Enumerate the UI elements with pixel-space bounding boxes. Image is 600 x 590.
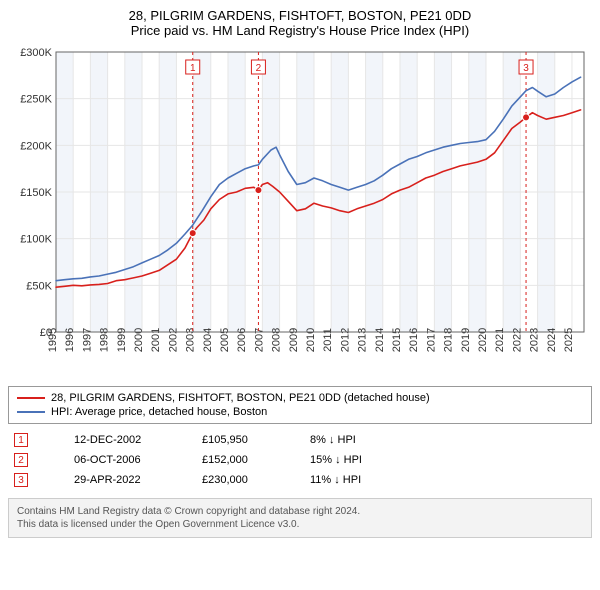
- chart-area: £0£50K£100K£150K£200K£250K£300K199519961…: [8, 42, 592, 382]
- legend-item: 28, PILGRIM GARDENS, FISHTOFT, BOSTON, P…: [17, 391, 583, 405]
- svg-text:2004: 2004: [202, 328, 214, 352]
- svg-text:2007: 2007: [253, 328, 265, 352]
- sale-price: £105,950: [202, 434, 272, 446]
- svg-text:1996: 1996: [64, 328, 76, 352]
- sale-date: 29-APR-2022: [74, 474, 164, 486]
- footer-line: This data is licensed under the Open Gov…: [17, 518, 583, 531]
- svg-text:£200K: £200K: [20, 140, 52, 152]
- legend-swatch: [17, 411, 45, 413]
- svg-text:2022: 2022: [511, 328, 523, 352]
- svg-text:2008: 2008: [271, 328, 283, 352]
- svg-text:2: 2: [256, 63, 262, 74]
- sale-row: 2 06-OCT-2006 £152,000 15% ↓ HPI: [8, 450, 592, 470]
- title-block: 28, PILGRIM GARDENS, FISHTOFT, BOSTON, P…: [8, 8, 592, 38]
- svg-text:2010: 2010: [305, 328, 317, 352]
- legend: 28, PILGRIM GARDENS, FISHTOFT, BOSTON, P…: [8, 386, 592, 424]
- svg-text:2001: 2001: [150, 328, 162, 352]
- chart-title: 28, PILGRIM GARDENS, FISHTOFT, BOSTON, P…: [8, 8, 592, 23]
- sale-marker-icon: 2: [14, 453, 28, 467]
- svg-text:2024: 2024: [546, 328, 558, 352]
- svg-text:2020: 2020: [477, 328, 489, 352]
- legend-label: HPI: Average price, detached house, Bost…: [51, 406, 267, 418]
- svg-text:2021: 2021: [494, 328, 506, 352]
- svg-text:£100K: £100K: [20, 234, 52, 246]
- svg-text:1998: 1998: [99, 328, 111, 352]
- svg-text:2003: 2003: [185, 328, 197, 352]
- svg-text:2002: 2002: [167, 328, 179, 352]
- svg-text:£50K: £50K: [26, 280, 52, 292]
- svg-text:£300K: £300K: [20, 47, 52, 59]
- line-chart: £0£50K£100K£150K£200K£250K£300K199519961…: [8, 42, 592, 382]
- sale-diff: 15% ↓ HPI: [310, 454, 400, 466]
- sale-price: £152,000: [202, 454, 272, 466]
- svg-text:2014: 2014: [374, 328, 386, 352]
- svg-text:2018: 2018: [443, 328, 455, 352]
- svg-text:2012: 2012: [339, 328, 351, 352]
- legend-item: HPI: Average price, detached house, Bost…: [17, 405, 583, 419]
- svg-text:1997: 1997: [81, 328, 93, 352]
- sale-date: 06-OCT-2006: [74, 454, 164, 466]
- svg-text:2016: 2016: [408, 328, 420, 352]
- svg-text:2013: 2013: [357, 328, 369, 352]
- svg-text:2005: 2005: [219, 328, 231, 352]
- chart-subtitle: Price paid vs. HM Land Registry's House …: [8, 23, 592, 38]
- svg-text:1995: 1995: [47, 328, 59, 352]
- legend-swatch: [17, 397, 45, 399]
- footer-line: Contains HM Land Registry data © Crown c…: [17, 505, 583, 518]
- sale-diff: 8% ↓ HPI: [310, 434, 400, 446]
- svg-text:2023: 2023: [529, 328, 541, 352]
- sale-diff: 11% ↓ HPI: [310, 474, 400, 486]
- svg-text:2019: 2019: [460, 328, 472, 352]
- legend-label: 28, PILGRIM GARDENS, FISHTOFT, BOSTON, P…: [51, 392, 430, 404]
- svg-text:3: 3: [523, 63, 529, 74]
- sale-marker-icon: 3: [14, 473, 28, 487]
- sale-date: 12-DEC-2002: [74, 434, 164, 446]
- sale-row: 3 29-APR-2022 £230,000 11% ↓ HPI: [8, 470, 592, 490]
- svg-text:2025: 2025: [563, 328, 575, 352]
- svg-text:2009: 2009: [288, 328, 300, 352]
- sale-row: 1 12-DEC-2002 £105,950 8% ↓ HPI: [8, 430, 592, 450]
- sales-table: 1 12-DEC-2002 £105,950 8% ↓ HPI 2 06-OCT-2006…: [8, 430, 592, 490]
- svg-text:1: 1: [190, 63, 196, 74]
- svg-text:2000: 2000: [133, 328, 145, 352]
- svg-text:£250K: £250K: [20, 94, 52, 106]
- footer-attribution: Contains HM Land Registry data © Crown c…: [8, 498, 592, 538]
- svg-text:2017: 2017: [425, 328, 437, 352]
- svg-text:1999: 1999: [116, 328, 128, 352]
- svg-text:£150K: £150K: [20, 187, 52, 199]
- sale-marker-icon: 1: [14, 433, 28, 447]
- sale-price: £230,000: [202, 474, 272, 486]
- svg-text:2015: 2015: [391, 328, 403, 352]
- svg-text:2006: 2006: [236, 328, 248, 352]
